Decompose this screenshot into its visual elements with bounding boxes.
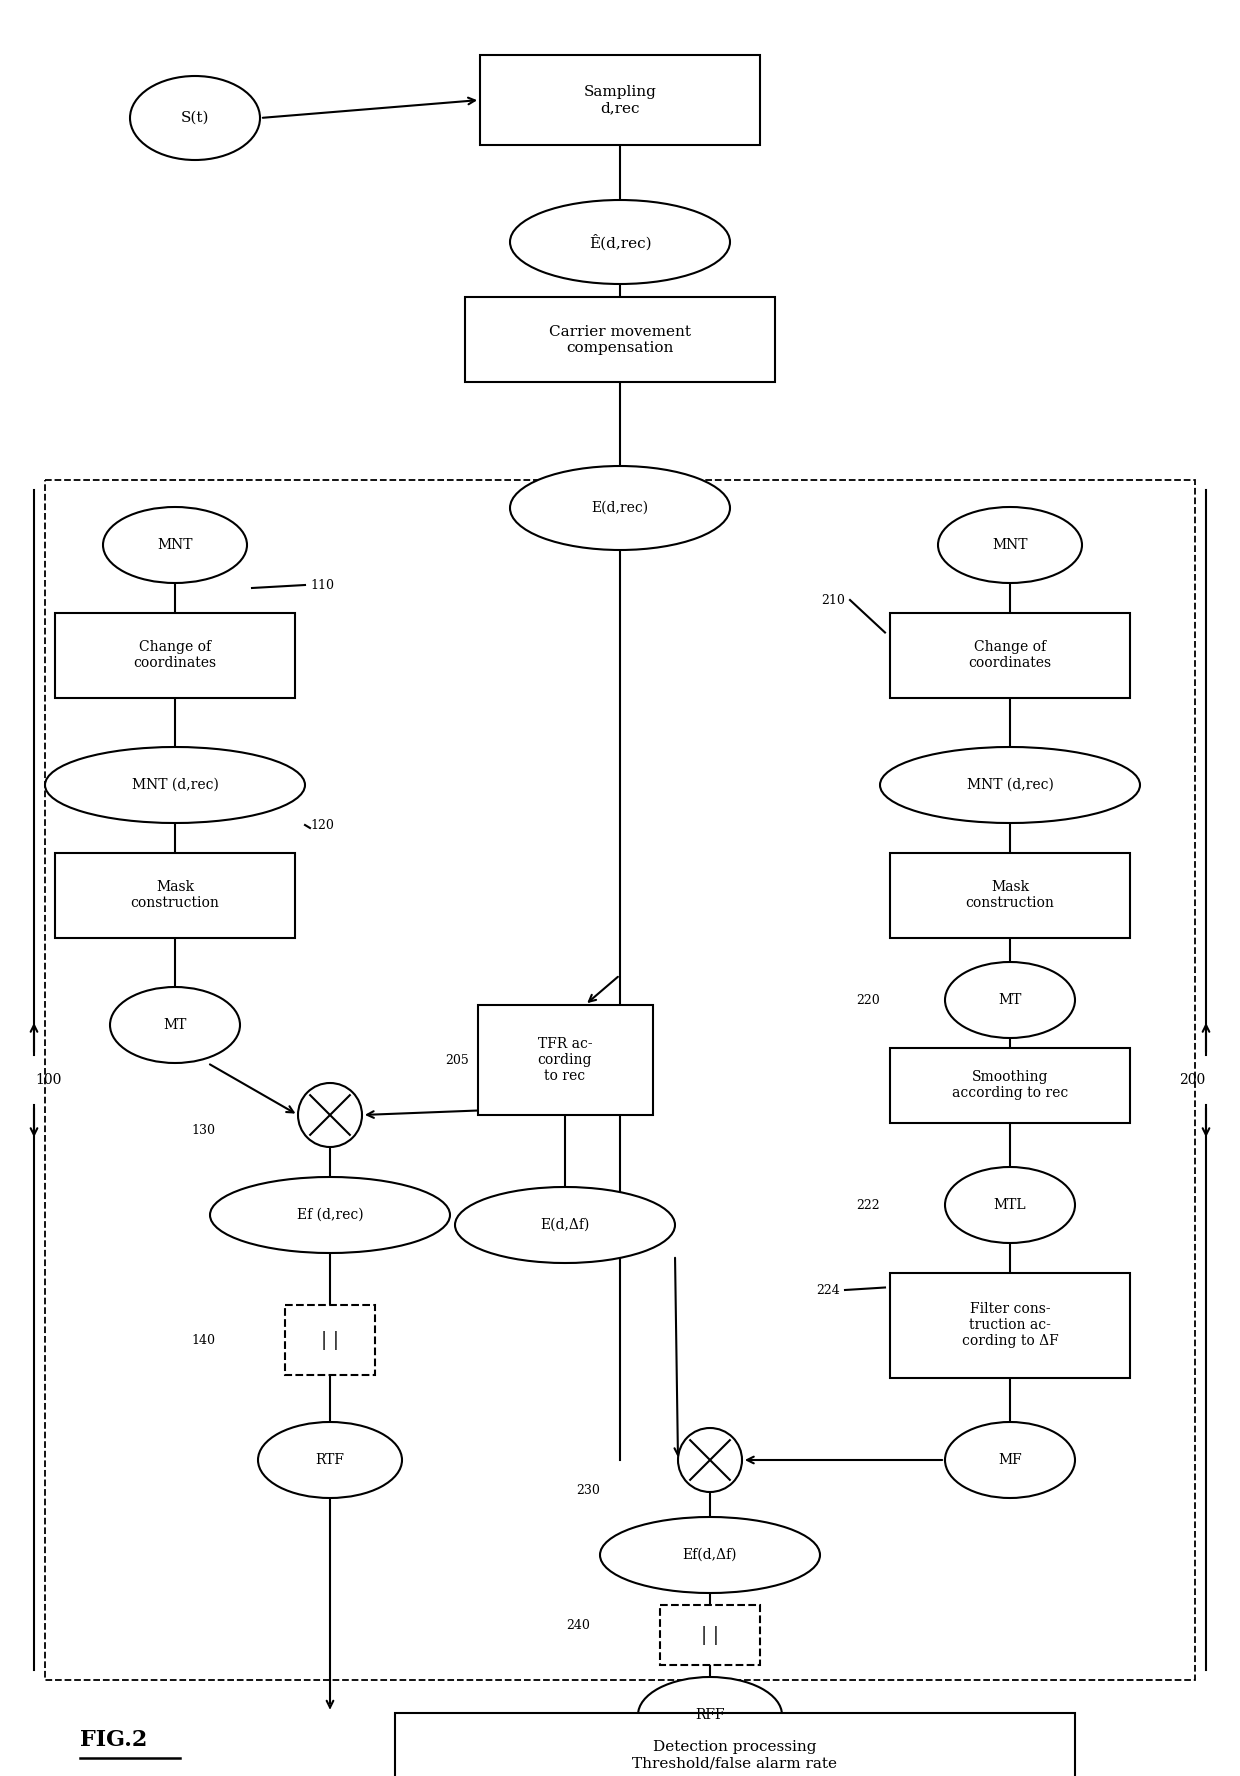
Text: 100: 100: [35, 1073, 61, 1087]
Text: TFR ac-
cording
to rec: TFR ac- cording to rec: [538, 1037, 593, 1083]
Text: MT: MT: [998, 993, 1022, 1007]
Text: Filter cons-
truction ac-
cording to ΔF: Filter cons- truction ac- cording to ΔF: [962, 1302, 1059, 1348]
Text: 130: 130: [191, 1124, 215, 1137]
Text: RFF: RFF: [696, 1709, 725, 1723]
Ellipse shape: [937, 506, 1083, 583]
Ellipse shape: [600, 1517, 820, 1593]
Bar: [465, 298, 775, 382]
Ellipse shape: [110, 987, 241, 1064]
Text: FIG.2: FIG.2: [81, 1730, 148, 1751]
Text: E(d,rec): E(d,rec): [591, 501, 649, 515]
Ellipse shape: [210, 1177, 450, 1254]
Bar: [55, 852, 295, 938]
Ellipse shape: [455, 1186, 675, 1263]
Text: Smoothing
according to rec: Smoothing according to rec: [952, 1069, 1068, 1099]
Bar: [396, 1712, 1075, 1776]
Ellipse shape: [510, 465, 730, 551]
Ellipse shape: [945, 1423, 1075, 1497]
Ellipse shape: [945, 963, 1075, 1037]
Circle shape: [298, 1083, 362, 1147]
Bar: [890, 1272, 1130, 1378]
Ellipse shape: [510, 201, 730, 284]
Text: Ef(d,Δf): Ef(d,Δf): [683, 1549, 738, 1563]
Text: E(d,Δf): E(d,Δf): [541, 1218, 590, 1233]
Text: Sampling
d,rec: Sampling d,rec: [584, 85, 656, 115]
Text: 224: 224: [816, 1284, 839, 1296]
Ellipse shape: [130, 76, 260, 160]
Text: 110: 110: [310, 579, 334, 591]
Bar: [890, 1048, 1130, 1122]
Text: MNT: MNT: [157, 538, 192, 552]
Ellipse shape: [880, 748, 1140, 822]
Text: MNT (d,rec): MNT (d,rec): [966, 778, 1054, 792]
Text: 222: 222: [857, 1199, 880, 1211]
Text: RTF: RTF: [315, 1453, 345, 1467]
Ellipse shape: [945, 1167, 1075, 1243]
Text: MF: MF: [998, 1453, 1022, 1467]
Bar: [477, 1005, 652, 1115]
Text: Mask
construction: Mask construction: [130, 879, 219, 909]
Bar: [480, 55, 760, 146]
Text: Ef (d,rec): Ef (d,rec): [296, 1208, 363, 1222]
Text: | |: | |: [701, 1625, 719, 1645]
Text: Change of
coordinates: Change of coordinates: [968, 639, 1052, 670]
Bar: [660, 1606, 760, 1666]
Bar: [55, 613, 295, 698]
Text: 230: 230: [577, 1483, 600, 1497]
Text: MNT: MNT: [992, 538, 1028, 552]
Bar: [285, 1305, 374, 1375]
Text: 200: 200: [1179, 1073, 1205, 1087]
Bar: [890, 852, 1130, 938]
Text: 210: 210: [821, 593, 844, 606]
Bar: [890, 613, 1130, 698]
Ellipse shape: [103, 506, 247, 583]
Text: Carrier movement
compensation: Carrier movement compensation: [549, 325, 691, 355]
Text: 140: 140: [191, 1334, 215, 1346]
Ellipse shape: [639, 1677, 782, 1753]
Text: 220: 220: [857, 993, 880, 1007]
Text: 205: 205: [445, 1053, 469, 1067]
Bar: [45, 480, 1195, 1680]
Text: Ê(d,rec): Ê(d,rec): [589, 234, 651, 250]
Text: S(t): S(t): [181, 112, 210, 124]
Text: MNT (d,rec): MNT (d,rec): [131, 778, 218, 792]
Text: MT: MT: [164, 1018, 187, 1032]
Text: 240: 240: [567, 1618, 590, 1632]
Circle shape: [678, 1428, 742, 1492]
Text: Mask
construction: Mask construction: [966, 879, 1054, 909]
Text: Change of
coordinates: Change of coordinates: [134, 639, 217, 670]
Text: Detection processing
Threshold/false alarm rate: Detection processing Threshold/false ala…: [632, 1740, 837, 1771]
Ellipse shape: [258, 1423, 402, 1497]
Text: 120: 120: [310, 819, 334, 831]
Ellipse shape: [45, 748, 305, 822]
Text: MTL: MTL: [993, 1199, 1027, 1211]
Text: | |: | |: [321, 1330, 339, 1350]
